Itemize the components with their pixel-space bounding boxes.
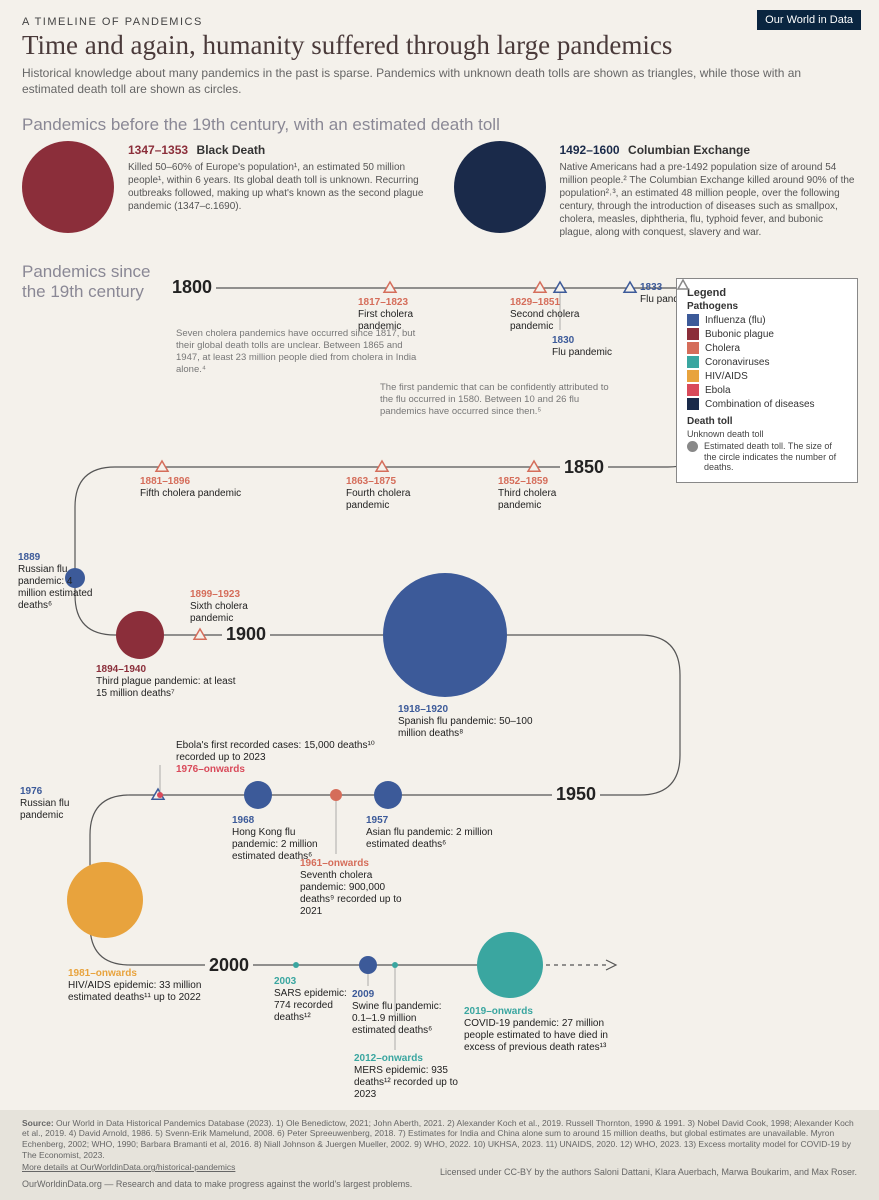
legend-item: Ebola — [687, 384, 847, 396]
legend-item: HIV/AIDS — [687, 370, 847, 382]
event-label: 1829–1851Second cholera pandemic — [510, 297, 600, 333]
pandemic-circle — [454, 141, 546, 233]
pre19-item: 1492–1600 Columbian Exchange Native Amer… — [454, 141, 858, 239]
legend-item: Coronaviruses — [687, 356, 847, 368]
owid-logo: Our World in Data — [757, 10, 861, 30]
pandemic-circle — [22, 141, 114, 233]
pre19-item: 1347–1353 Black Death Killed 50–60% of E… — [22, 141, 426, 239]
event-label: 1976Russian flu pandemic — [20, 786, 90, 822]
event-label: 1852–1859Third cholera pandemic — [498, 476, 578, 512]
legend-tri: Unknown death toll — [687, 429, 847, 439]
footer: Source: Our World in Data Historical Pan… — [0, 1110, 879, 1200]
event-label: 1881–1896Fifth cholera pandemic — [140, 476, 250, 500]
event-label: 2009Swine flu pandemic: 0.1–1.9 million … — [352, 989, 447, 1037]
year-label: 1950 — [552, 784, 600, 805]
event-label: 2019–onwardsCOVID-19 pandemic: 27 millio… — [464, 1006, 634, 1054]
year-label: 1900 — [222, 624, 270, 645]
subtitle: Historical knowledge about many pandemic… — [22, 65, 842, 97]
pandemic-date: 1347–1353 — [128, 143, 188, 157]
pandemic-date: 1492–1600 — [560, 143, 620, 157]
pandemic-name: Black Death — [197, 143, 266, 157]
event-label: 2003SARS epidemic: 774 recorded deaths¹² — [274, 976, 364, 1024]
legend-box: Legend Pathogens Influenza (flu) Bubonic pl… — [676, 278, 858, 483]
legend-item: Combination of diseases — [687, 398, 847, 410]
timeline-canvas: Pandemics since the 19th century 1817–18… — [0, 260, 879, 1080]
pandemic-desc: Killed 50–60% of Europe's population¹, a… — [128, 161, 426, 213]
owid-tagline: OurWorldinData.org — Research and data t… — [22, 1179, 857, 1190]
event-label: 1957Asian flu pandemic: 2 million estima… — [366, 815, 516, 851]
event-label: 1889Russian flu pandemic: 4 million esti… — [18, 552, 103, 612]
legend-item: Bubonic plague — [687, 328, 847, 340]
event-label: 1981–onwardsHIV/AIDS epidemic: 33 millio… — [68, 968, 208, 1004]
legend-item: Cholera — [687, 342, 847, 354]
legend-item: Influenza (flu) — [687, 314, 847, 326]
header: A TIMELINE OF PANDEMICS Time and again, … — [0, 0, 879, 101]
event-label: 1863–1875Fourth cholera pandemic — [346, 476, 426, 512]
event-label: Ebola's first recorded cases: 15,000 dea… — [176, 740, 376, 776]
context-note: Seven cholera pandemics have occurred si… — [176, 328, 426, 376]
legend-deathtoll-label: Death toll — [687, 416, 847, 427]
license: Licensed under CC-BY by the authors Salo… — [440, 1167, 857, 1178]
pandemic-name: Columbian Exchange — [628, 143, 750, 157]
kicker: A TIMELINE OF PANDEMICS — [22, 16, 857, 28]
pre19-row: 1347–1353 Black Death Killed 50–60% of E… — [0, 141, 879, 239]
event-label: 1894–1940Third plague pandemic: at least… — [96, 664, 246, 700]
legend-circ: Estimated death toll. The size of the ci… — [687, 441, 847, 472]
pandemic-desc: Native Americans had a pre-1492 populati… — [560, 161, 858, 239]
year-label: 2000 — [205, 955, 253, 976]
source-label: Source: — [22, 1118, 54, 1128]
legend-pathogens-label: Pathogens — [687, 301, 847, 312]
event-label: 2012–onwardsMERS epidemic: 935 deaths¹² … — [354, 1053, 474, 1101]
event-label: 1918–1920Spanish flu pandemic: 50–100 mi… — [398, 704, 558, 740]
event-label: 1961–onwardsSeventh cholera pandemic: 90… — [300, 858, 420, 918]
event-label: 1968Hong Kong flu pandemic: 2 million es… — [232, 815, 342, 863]
event-label: 1830Flu pandemic — [552, 335, 632, 359]
event-label: 1899–1923Sixth cholera pandemic — [190, 589, 270, 625]
context-note: The first pandemic that can be confident… — [380, 382, 610, 418]
section-pre19-label: Pandemics before the 19th century, with … — [22, 115, 879, 135]
title: Time and again, humanity suffered throug… — [22, 30, 857, 61]
year-label: 1800 — [168, 277, 216, 298]
year-label: 1850 — [560, 457, 608, 478]
legend-title: Legend — [687, 287, 847, 299]
source-text: Our World in Data Historical Pandemics D… — [22, 1118, 854, 1160]
